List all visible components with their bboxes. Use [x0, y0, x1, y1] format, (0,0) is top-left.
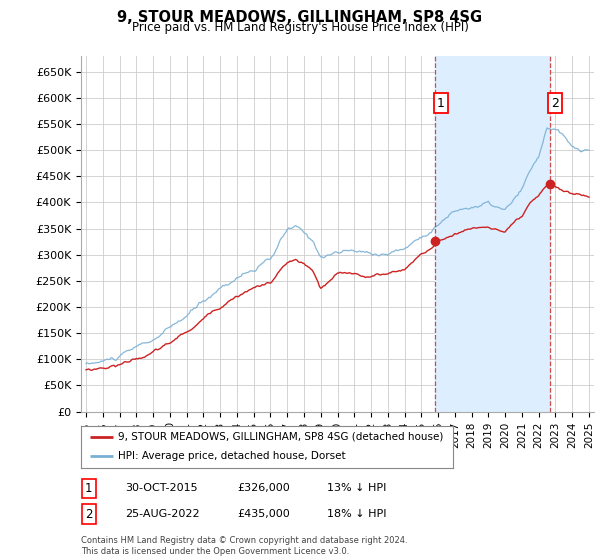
Text: 2: 2 — [85, 507, 92, 521]
Text: 30-OCT-2015: 30-OCT-2015 — [125, 483, 197, 493]
Text: HPI: Average price, detached house, Dorset: HPI: Average price, detached house, Dors… — [118, 451, 346, 461]
Text: £435,000: £435,000 — [237, 509, 290, 519]
Text: Contains HM Land Registry data © Crown copyright and database right 2024.
This d: Contains HM Land Registry data © Crown c… — [81, 536, 407, 556]
Text: 1: 1 — [437, 96, 445, 110]
Text: 18% ↓ HPI: 18% ↓ HPI — [327, 509, 386, 519]
Bar — [435, 56, 550, 412]
Text: 9, STOUR MEADOWS, GILLINGHAM, SP8 4SG: 9, STOUR MEADOWS, GILLINGHAM, SP8 4SG — [118, 10, 482, 25]
Text: 25-AUG-2022: 25-AUG-2022 — [125, 509, 199, 519]
Text: Price paid vs. HM Land Registry's House Price Index (HPI): Price paid vs. HM Land Registry's House … — [131, 21, 469, 34]
Text: 9, STOUR MEADOWS, GILLINGHAM, SP8 4SG (detached house): 9, STOUR MEADOWS, GILLINGHAM, SP8 4SG (d… — [118, 432, 443, 442]
Text: 1: 1 — [85, 482, 92, 495]
Text: 2: 2 — [551, 96, 559, 110]
Text: 13% ↓ HPI: 13% ↓ HPI — [327, 483, 386, 493]
Text: £326,000: £326,000 — [237, 483, 290, 493]
